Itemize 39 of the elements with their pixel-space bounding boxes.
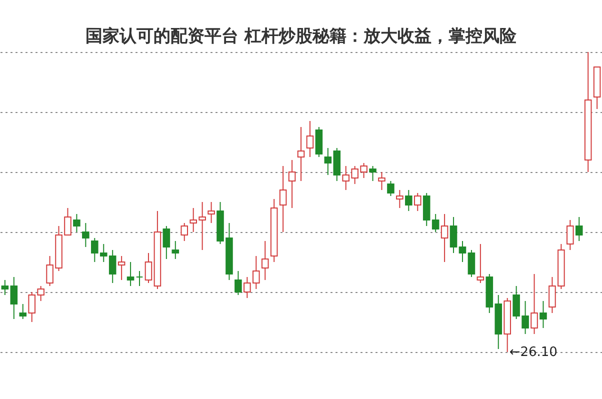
- candlestick: [396, 190, 404, 208]
- candlestick: [405, 190, 412, 212]
- candlestick: [458, 240, 466, 262]
- candlestick: [378, 172, 386, 190]
- candlestick: [10, 276, 18, 320]
- candlestick: [432, 214, 440, 232]
- candlestick: [306, 120, 314, 158]
- candlestick: [82, 222, 90, 248]
- candlestick: [261, 240, 269, 280]
- candlestick: [279, 166, 287, 232]
- candlestick: [180, 222, 188, 242]
- candlestick: [19, 304, 27, 320]
- candlestick: [172, 240, 180, 260]
- candlestick: [540, 300, 547, 328]
- candlestick: [387, 180, 394, 196]
- candlestick: [450, 216, 458, 254]
- candlestick: [73, 214, 80, 232]
- candlestick: [234, 270, 242, 296]
- candlestick: [369, 166, 376, 182]
- candlestick: [126, 262, 134, 286]
- candlestick: [440, 214, 448, 262]
- candlestick: [136, 270, 144, 286]
- candlestick: [476, 244, 484, 284]
- candlestick: [144, 252, 152, 284]
- candlestick: [530, 274, 538, 334]
- candlestick: [288, 160, 296, 208]
- candlestick: [422, 192, 430, 226]
- candlestick: [566, 220, 574, 250]
- candlestick: [414, 192, 422, 212]
- annotation: ←26.10: [509, 345, 558, 360]
- chart-title: 国家认可的配资平台 杠杆炒股秘籍：放大收益，掌控风险: [86, 26, 518, 46]
- candlestick: [162, 226, 170, 260]
- candlestick: [315, 126, 323, 158]
- candlestick: [118, 256, 126, 280]
- candlestick: [468, 250, 476, 278]
- candlestick: [208, 202, 215, 224]
- candlestick: [1, 280, 9, 296]
- candlestick: [297, 126, 305, 182]
- candlestick: [575, 216, 583, 242]
